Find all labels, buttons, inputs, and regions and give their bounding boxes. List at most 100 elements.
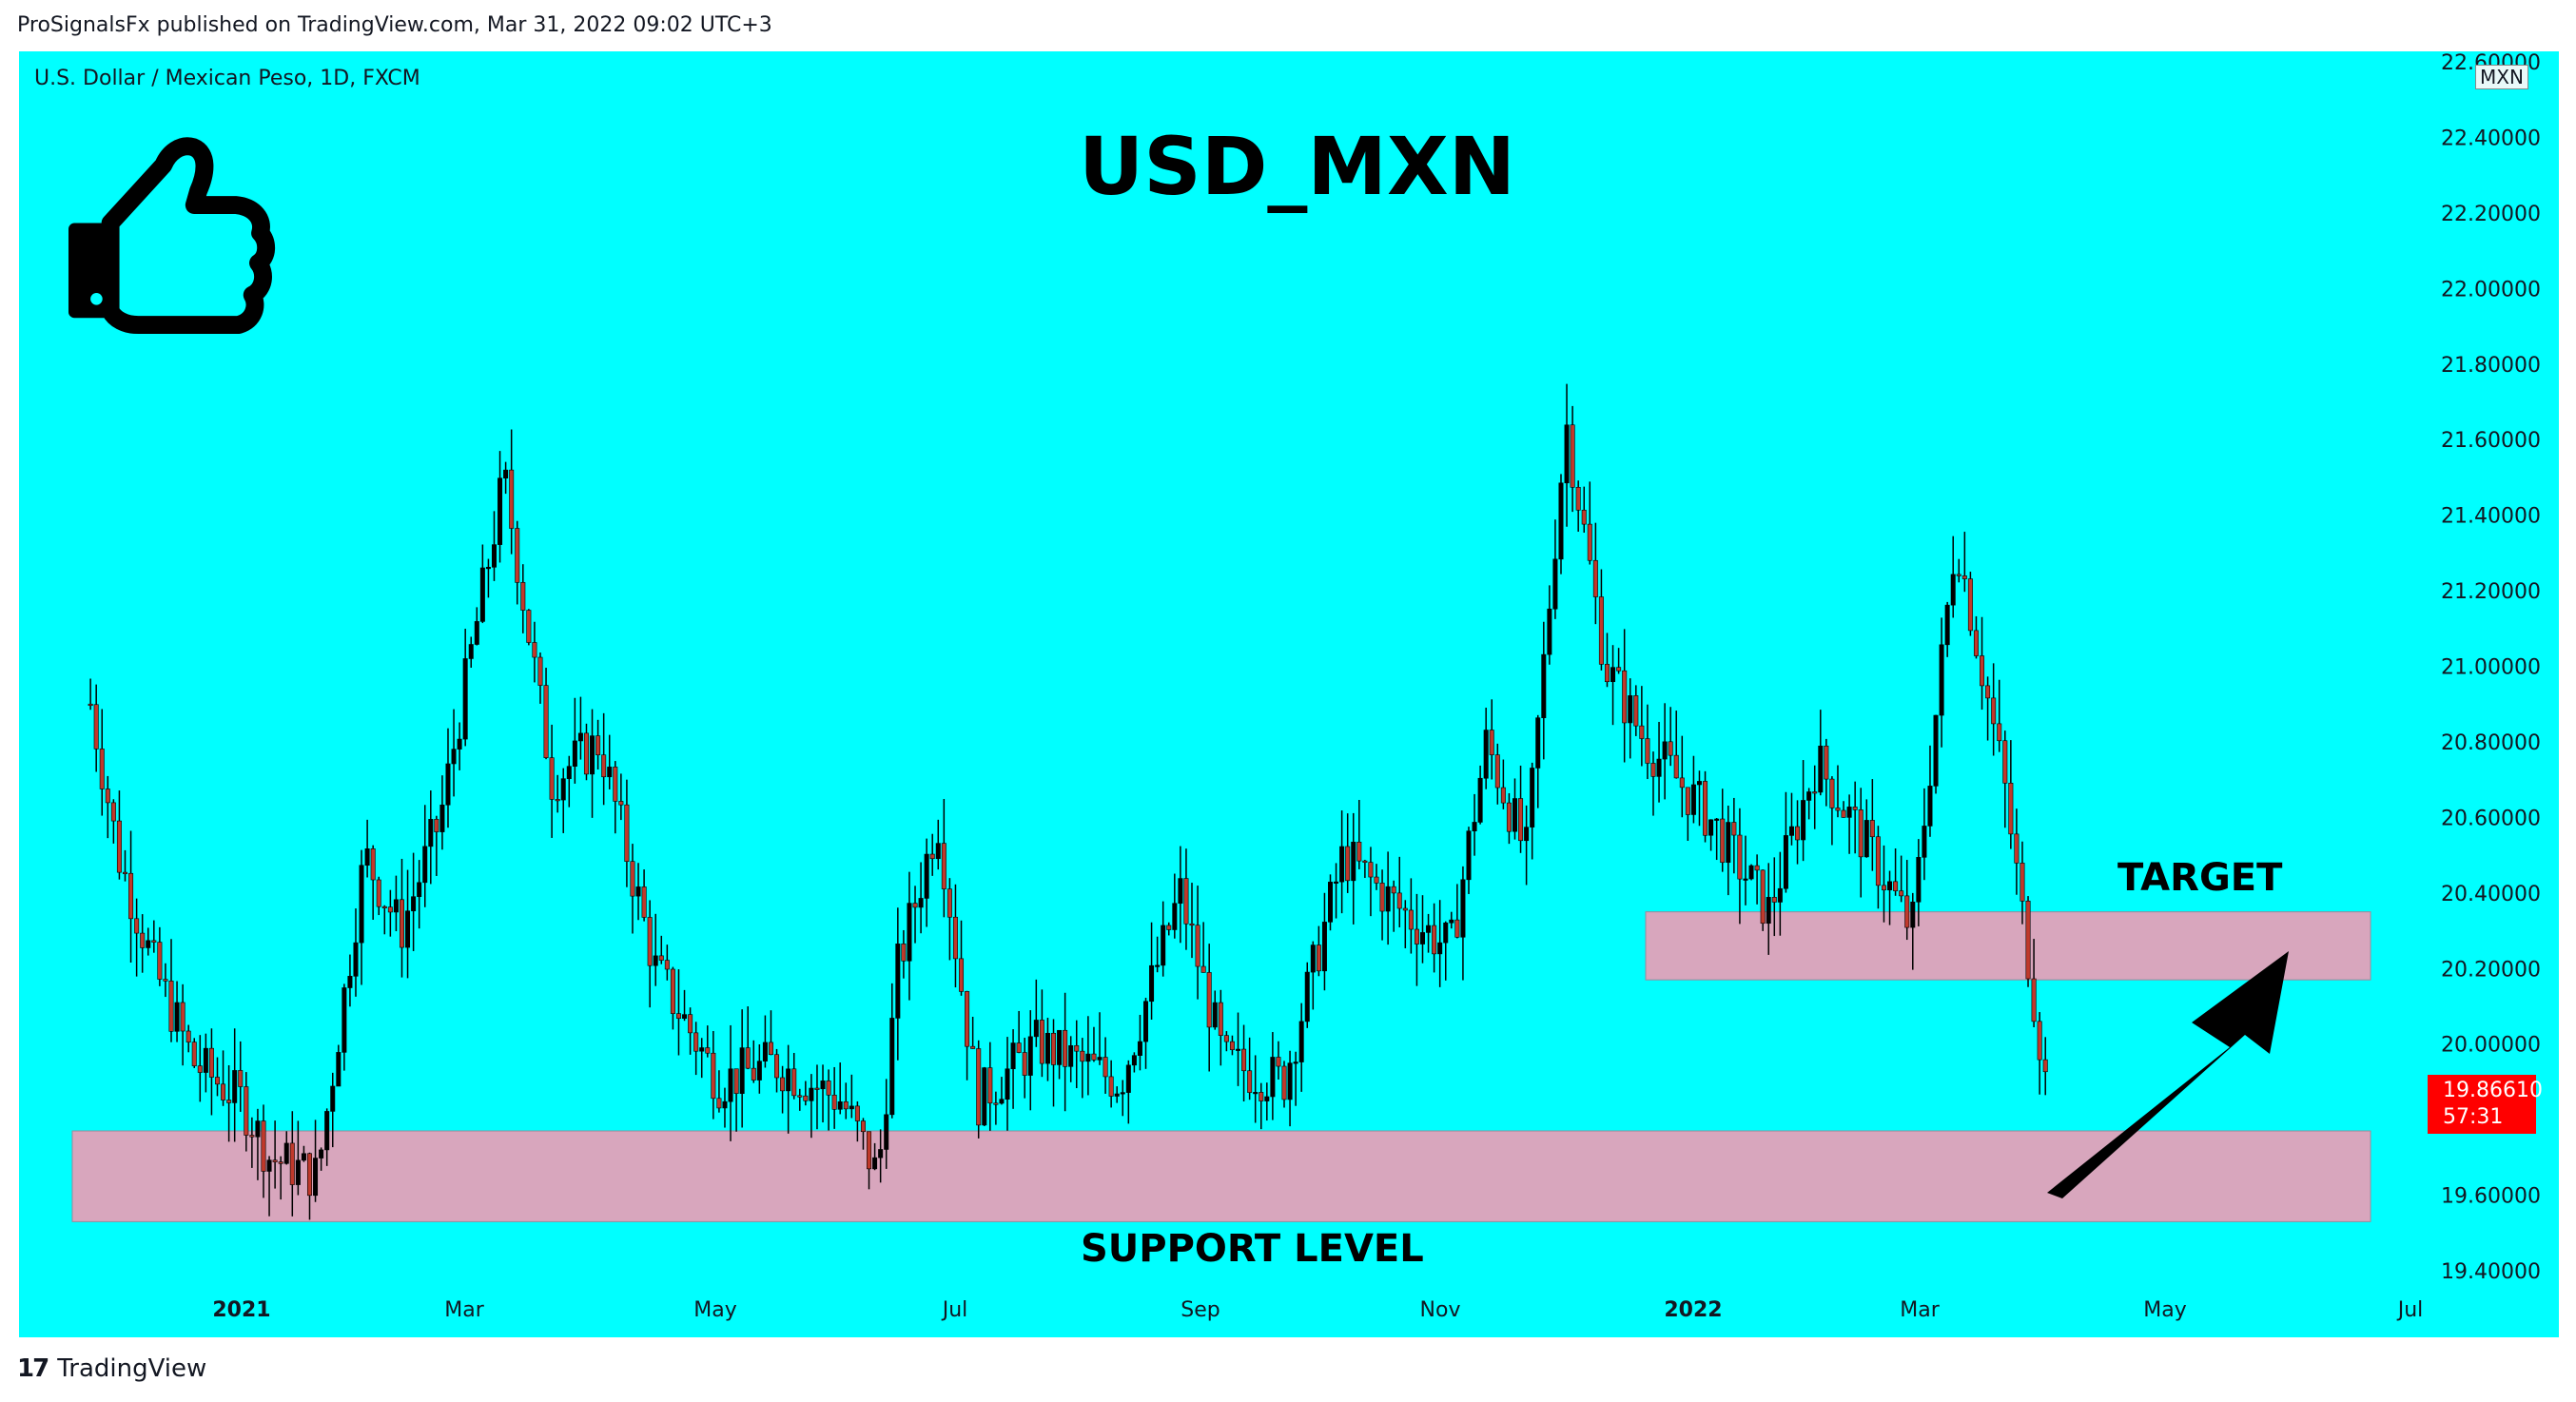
- candle-body: [699, 1047, 705, 1052]
- candle-body: [1241, 1048, 1247, 1072]
- candle-body: [1869, 820, 1875, 838]
- candle-body: [1489, 730, 1494, 755]
- candle-body: [583, 732, 589, 775]
- candle-body: [768, 1042, 773, 1056]
- candle-body: [999, 1099, 1005, 1104]
- candle-body: [1997, 723, 2002, 742]
- candle-body: [1131, 1055, 1137, 1066]
- candle-body: [1016, 1042, 1022, 1053]
- candle-body: [278, 1161, 283, 1164]
- candle-body: [1679, 777, 1685, 789]
- candle-body: [653, 955, 658, 966]
- candle-body: [1714, 818, 1720, 821]
- candle-body: [1967, 578, 1973, 632]
- candle-body: [1639, 725, 1645, 739]
- candle-body: [860, 1120, 866, 1133]
- candle-body: [503, 469, 509, 478]
- candle-body: [1212, 1002, 1218, 1028]
- candle-body: [1788, 826, 1794, 836]
- candle-body: [1298, 1021, 1304, 1062]
- candle-body: [901, 944, 907, 962]
- candle-body: [878, 1149, 884, 1159]
- candle-body: [185, 1030, 191, 1042]
- candle-body: [1801, 800, 1806, 841]
- candle-body: [393, 899, 399, 913]
- candle-body: [203, 1047, 208, 1073]
- candle-body: [168, 981, 174, 1032]
- candle-body: [1547, 608, 1552, 655]
- candle-body: [244, 1086, 249, 1136]
- candle-body: [1396, 892, 1402, 909]
- candle-body: [670, 968, 675, 1014]
- candle-body: [330, 1085, 336, 1112]
- candle-body: [1835, 808, 1841, 811]
- candle-body: [1391, 886, 1396, 894]
- candle-body: [238, 1070, 244, 1087]
- y-tick-label: 22.40000: [2441, 127, 2541, 150]
- footer-brand[interactable]: 17 TradingView: [17, 1354, 206, 1383]
- candle-body: [1841, 809, 1846, 818]
- candle-body: [1708, 819, 1714, 836]
- y-tick-label: 21.40000: [2441, 505, 2541, 529]
- candle-body: [1720, 818, 1726, 864]
- candle-body: [1103, 1057, 1108, 1078]
- candle-body: [163, 979, 168, 982]
- candle-body: [1080, 1050, 1085, 1062]
- candle-body: [872, 1157, 878, 1170]
- candle-body: [1419, 932, 1425, 944]
- candle-body: [837, 1100, 843, 1110]
- current-price-tag: 19.86610 57:31: [2428, 1075, 2543, 1134]
- currency-badge[interactable]: MXN: [2475, 65, 2528, 89]
- candle-body: [1402, 907, 1408, 911]
- candle-body: [1575, 486, 1581, 511]
- candle-body: [1460, 879, 1466, 938]
- candle-body: [1690, 784, 1696, 815]
- candle-body: [1645, 738, 1650, 764]
- candle-body: [474, 621, 479, 645]
- candle-body: [1022, 1052, 1027, 1076]
- candle-body: [946, 888, 952, 918]
- candle-body: [630, 861, 635, 897]
- candle-body: [1910, 901, 1916, 928]
- candle-body: [1806, 791, 1812, 801]
- candle-body: [405, 910, 411, 948]
- y-tick-label: 20.00000: [2441, 1034, 2541, 1058]
- candle-body: [387, 906, 393, 913]
- candle-body: [2020, 863, 2025, 902]
- candle-body: [485, 567, 491, 570]
- candle-body: [1108, 1076, 1114, 1097]
- candle-body: [1149, 964, 1155, 1003]
- symbol-info: U.S. Dollar / Mexican Peso, 1D, FXCM: [34, 67, 420, 90]
- candle-body: [1321, 922, 1327, 972]
- candle-body: [1276, 1057, 1281, 1067]
- candle-body: [128, 872, 134, 920]
- candle-body: [993, 1102, 999, 1105]
- chart-pane[interactable]: [19, 51, 2428, 1337]
- candle-body: [566, 766, 572, 779]
- y-tick-label: 20.40000: [2441, 883, 2541, 906]
- candle-body: [1044, 1032, 1050, 1064]
- candle-body: [1385, 886, 1391, 912]
- candle-body: [1656, 758, 1662, 777]
- candle-body: [428, 819, 434, 847]
- candle-body: [1057, 1029, 1063, 1065]
- candle-body: [347, 976, 353, 988]
- candle-body: [2002, 740, 2008, 784]
- target-label: TARGET: [2117, 856, 2283, 900]
- candle-body: [1950, 574, 1956, 606]
- candle-body: [1449, 919, 1454, 924]
- candle-body: [1748, 865, 1754, 880]
- candle-body: [1927, 786, 1933, 827]
- candle-body: [289, 1142, 295, 1185]
- candle-body: [324, 1111, 330, 1151]
- candle-body: [1939, 644, 1944, 716]
- candle-body: [1598, 596, 1604, 665]
- candle-body: [1743, 878, 1748, 881]
- candle-body: [462, 658, 468, 740]
- candle-body: [1541, 653, 1547, 718]
- candle-body: [381, 905, 387, 908]
- candle-body: [1703, 781, 1708, 836]
- candle-body: [105, 789, 110, 804]
- candle-body: [1616, 667, 1622, 672]
- candle-body: [745, 1047, 751, 1069]
